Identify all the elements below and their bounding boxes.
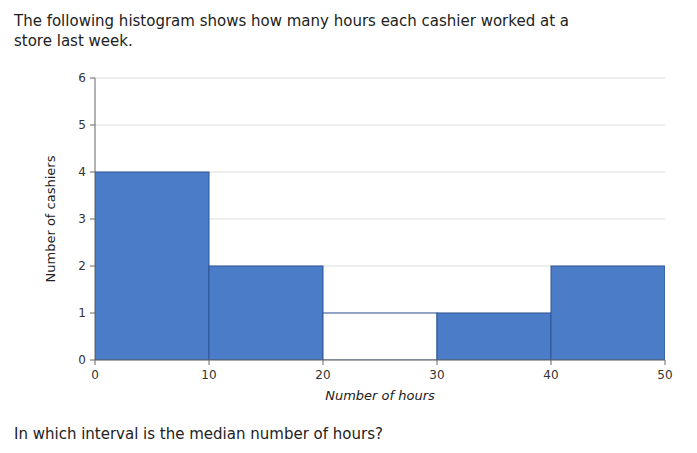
y-tick-label: 1 xyxy=(78,306,86,320)
x-tick-label: 30 xyxy=(429,368,444,382)
x-tick-label: 50 xyxy=(657,368,672,382)
grid-line xyxy=(95,78,665,79)
bar xyxy=(209,266,323,360)
y-tick xyxy=(90,172,95,173)
x-tick xyxy=(95,360,96,365)
y-tick xyxy=(90,78,95,79)
bar xyxy=(95,172,209,360)
x-tick-label: 20 xyxy=(315,368,330,382)
y-tick xyxy=(90,360,95,361)
y-axis-label: Number of cashiers xyxy=(43,155,58,282)
y-tick xyxy=(90,266,95,267)
y-tick xyxy=(90,125,95,126)
title: The following histogram shows how many h… xyxy=(13,12,569,50)
x-tick xyxy=(323,360,324,365)
y-tick-label: 6 xyxy=(78,71,86,85)
x-tick-label: 0 xyxy=(91,368,99,382)
bar xyxy=(437,313,551,360)
x-tick-label: 40 xyxy=(543,368,558,382)
x-axis-label: Number of hours xyxy=(325,388,435,403)
y-axis xyxy=(95,78,96,360)
y-tick-label: 0 xyxy=(78,353,86,367)
y-tick-label: 2 xyxy=(78,259,86,273)
grid xyxy=(95,78,665,360)
x-tick-label: 10 xyxy=(201,368,216,382)
y-tick xyxy=(90,219,95,220)
x-tick xyxy=(209,360,210,365)
grid-line xyxy=(95,125,665,126)
annotation: In which interval is the median number o… xyxy=(14,425,383,443)
y-tick-label: 4 xyxy=(78,165,86,179)
grid-line xyxy=(95,360,665,361)
y-tick xyxy=(90,313,95,314)
bar xyxy=(323,313,437,360)
bars xyxy=(95,172,665,360)
y-tick-label: 3 xyxy=(78,212,86,226)
x-tick xyxy=(437,360,438,365)
x-tick xyxy=(551,360,552,365)
chart: The following histogram shows how many h… xyxy=(0,0,697,453)
x-tick xyxy=(665,360,666,365)
y-tick-label: 5 xyxy=(78,118,86,132)
x-axis xyxy=(95,360,665,361)
bar xyxy=(551,266,665,360)
